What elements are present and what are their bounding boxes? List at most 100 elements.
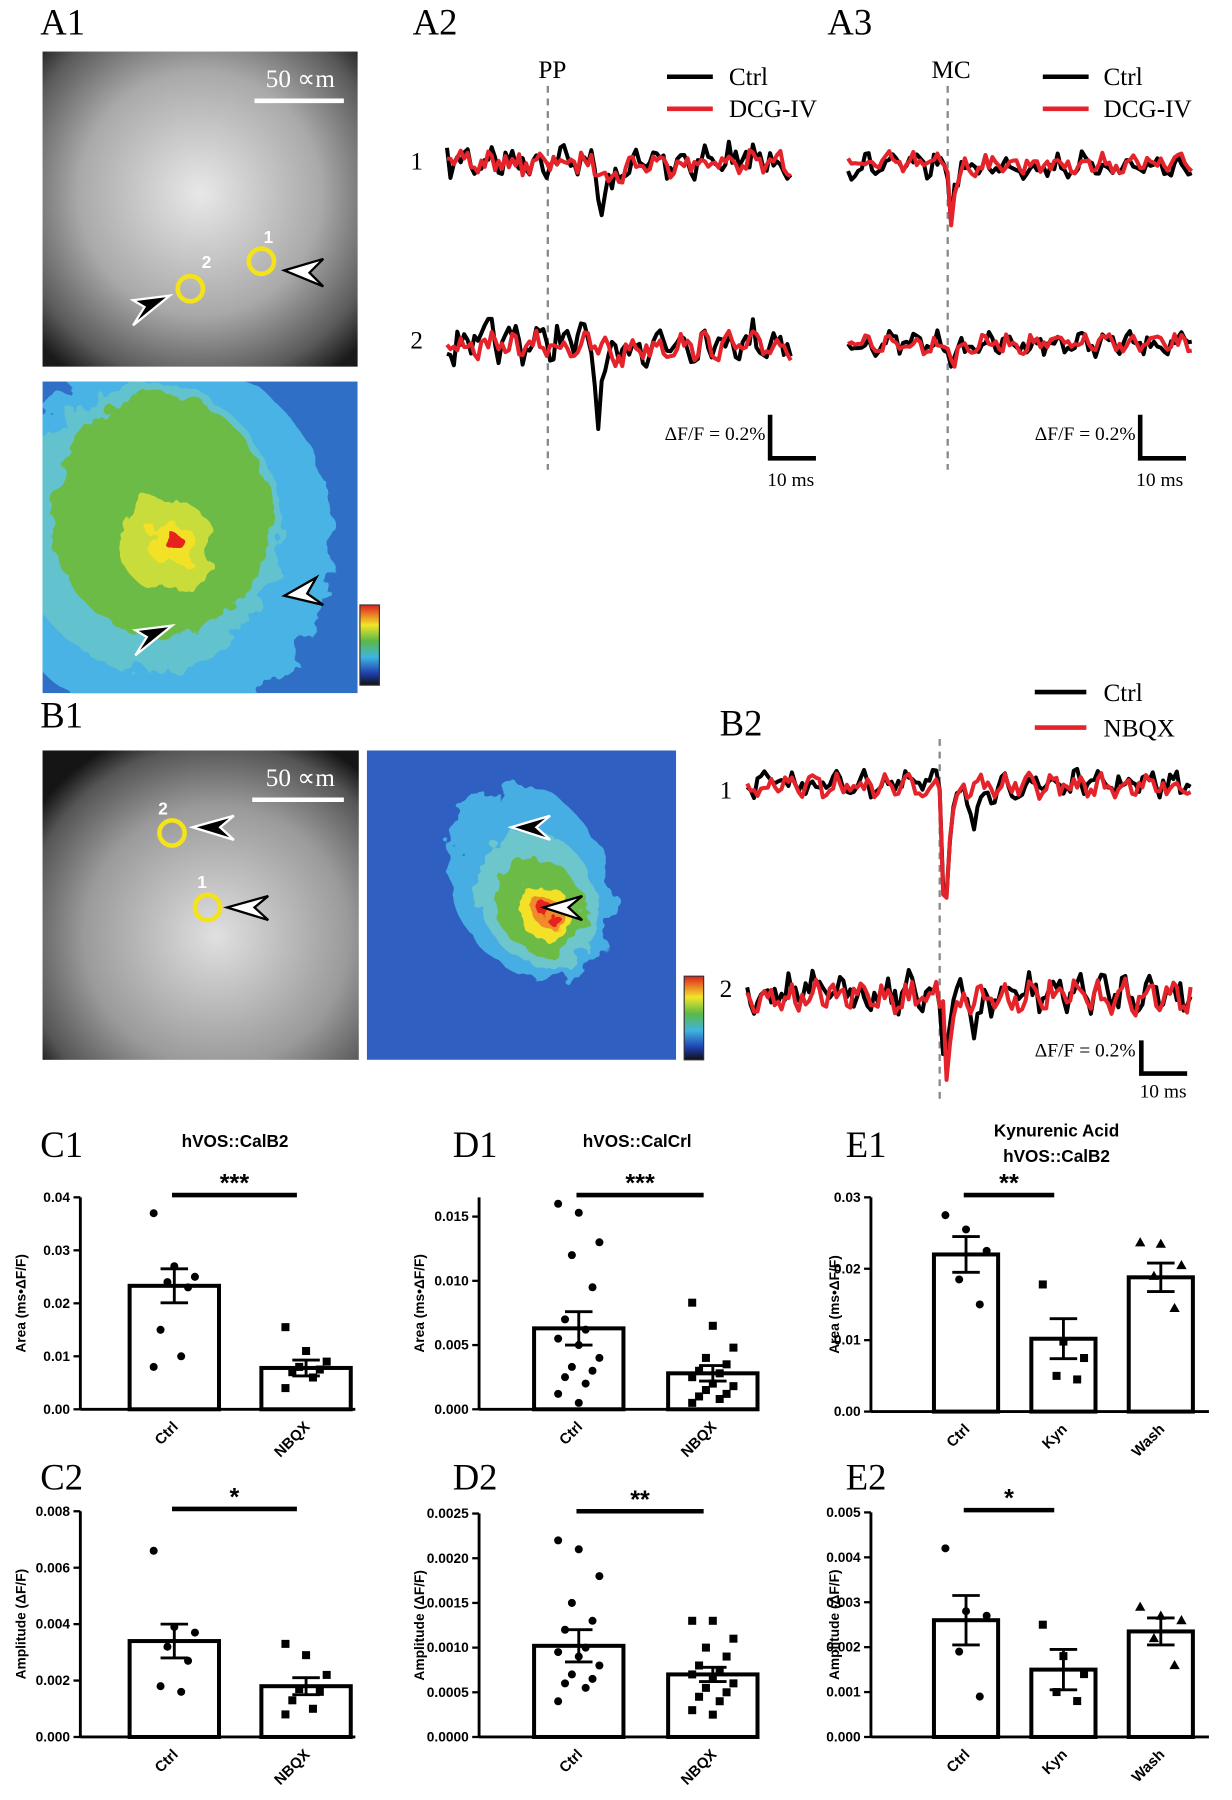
panel-label: B2	[720, 703, 763, 744]
data-point	[149, 1546, 158, 1555]
data-point	[554, 1697, 563, 1706]
scale-x-label: 10 ms	[1136, 470, 1183, 491]
legend-label: DCG-IV	[729, 96, 817, 123]
panel-label: E1	[846, 1124, 887, 1165]
panel-label: C2	[40, 1456, 83, 1497]
y-axis-label: Area (ms•ΔF/F)	[13, 1254, 28, 1353]
y-tick-label: 0.03	[43, 1243, 70, 1258]
data-point	[941, 1211, 950, 1220]
scale-x-label: 10 ms	[1140, 1082, 1187, 1103]
x-tick-label: Kyn	[1040, 1421, 1071, 1452]
colorbar	[683, 975, 705, 1061]
data-point	[561, 1373, 570, 1382]
data-point	[302, 1346, 311, 1356]
data-point	[695, 1392, 704, 1401]
scale-bar	[1139, 1040, 1188, 1076]
y-tick-label: 0.0020	[427, 1551, 469, 1566]
data-point	[1059, 1337, 1068, 1346]
significance-label: ***	[220, 1170, 250, 1198]
chart-title: hVOS::CalB2	[182, 1131, 289, 1151]
data-point	[708, 1321, 717, 1330]
data-point	[729, 1634, 738, 1643]
y-tick-label: 0.005	[826, 1505, 861, 1520]
data-point	[1080, 1670, 1089, 1679]
data-point	[1176, 1615, 1187, 1625]
data-point	[554, 1334, 563, 1343]
data-point	[715, 1369, 724, 1378]
data-point	[554, 1199, 563, 1208]
data-point	[1052, 1688, 1061, 1697]
y-tick-label: 0.0005	[427, 1685, 469, 1700]
data-point	[595, 1661, 604, 1670]
roi-label: 2	[202, 252, 212, 272]
data-point	[574, 1208, 583, 1217]
significance-label: ***	[625, 1170, 655, 1198]
panel-label: E2	[846, 1456, 887, 1497]
data-point	[982, 1611, 991, 1620]
data-point	[581, 1325, 590, 1334]
data-point	[156, 1325, 165, 1334]
data-point	[715, 1665, 724, 1674]
x-tick-label: Kyn	[1040, 1747, 1071, 1778]
data-point	[688, 1616, 697, 1625]
significance-label: *	[230, 1484, 240, 1512]
arrowhead	[222, 894, 270, 922]
legend-label: Ctrl	[1104, 680, 1143, 707]
panel-label: A1	[40, 1, 85, 42]
data-point	[177, 1352, 186, 1361]
legend-label: NBQX	[1104, 716, 1175, 743]
bar	[1126, 1275, 1195, 1414]
data-point	[295, 1685, 304, 1694]
scale-y-label: ΔF/F = 0.2%	[1035, 1040, 1136, 1061]
x-tick-label: NBQX	[272, 1747, 314, 1789]
y-axis-label: Area (ms•ΔF/F)	[827, 1255, 842, 1354]
data-point	[315, 1687, 324, 1696]
data-point	[322, 1357, 331, 1366]
data-point	[708, 1674, 717, 1683]
data-point	[722, 1389, 731, 1398]
data-point	[1052, 1371, 1061, 1380]
data-point	[561, 1315, 570, 1324]
y-tick-label: 0.0015	[427, 1596, 469, 1611]
y-axis-label: Amplitude (ΔF/F)	[13, 1569, 28, 1680]
y-tick-label: 0.006	[36, 1560, 71, 1575]
data-point	[962, 1225, 971, 1234]
data-point	[302, 1651, 311, 1660]
data-point	[688, 1298, 697, 1307]
y-tick-label: 0.0000	[427, 1730, 469, 1745]
bar	[1126, 1629, 1195, 1739]
error-bar	[292, 1676, 320, 1697]
data-point	[715, 1395, 724, 1404]
data-point	[561, 1679, 570, 1688]
data-point	[688, 1373, 697, 1382]
y-tick-label: 0.00	[43, 1402, 70, 1417]
data-point	[156, 1682, 165, 1691]
site-label: PP	[538, 57, 566, 84]
data-point	[567, 1598, 576, 1607]
y-tick-label: 0.02	[834, 1261, 861, 1276]
microscope-image	[42, 750, 359, 1060]
y-tick-label: 0.002	[826, 1640, 861, 1655]
y-tick-label: 0.0025	[427, 1506, 469, 1521]
data-point	[695, 1661, 704, 1670]
trace	[745, 766, 1192, 897]
y-tick-label: 0.003	[826, 1595, 861, 1610]
error-bar	[1147, 1261, 1175, 1294]
data-point	[1155, 1238, 1166, 1248]
roi-circle	[192, 892, 223, 923]
panel-label: A3	[827, 1, 872, 42]
arrowhead	[131, 623, 176, 657]
data-point	[588, 1283, 597, 1292]
arrowhead	[129, 293, 174, 327]
data-point	[281, 1710, 290, 1719]
data-point	[715, 1697, 724, 1706]
data-point	[1080, 1354, 1089, 1363]
roi-label: 2	[158, 799, 168, 819]
roi-label: 1	[197, 872, 207, 892]
heatmap	[366, 750, 677, 1060]
y-tick-label: 0.0010	[427, 1640, 469, 1655]
y-tick-label: 0.01	[43, 1349, 70, 1364]
heatmap	[42, 381, 358, 694]
y-tick-label: 0.008	[36, 1504, 71, 1519]
data-point	[955, 1647, 964, 1656]
